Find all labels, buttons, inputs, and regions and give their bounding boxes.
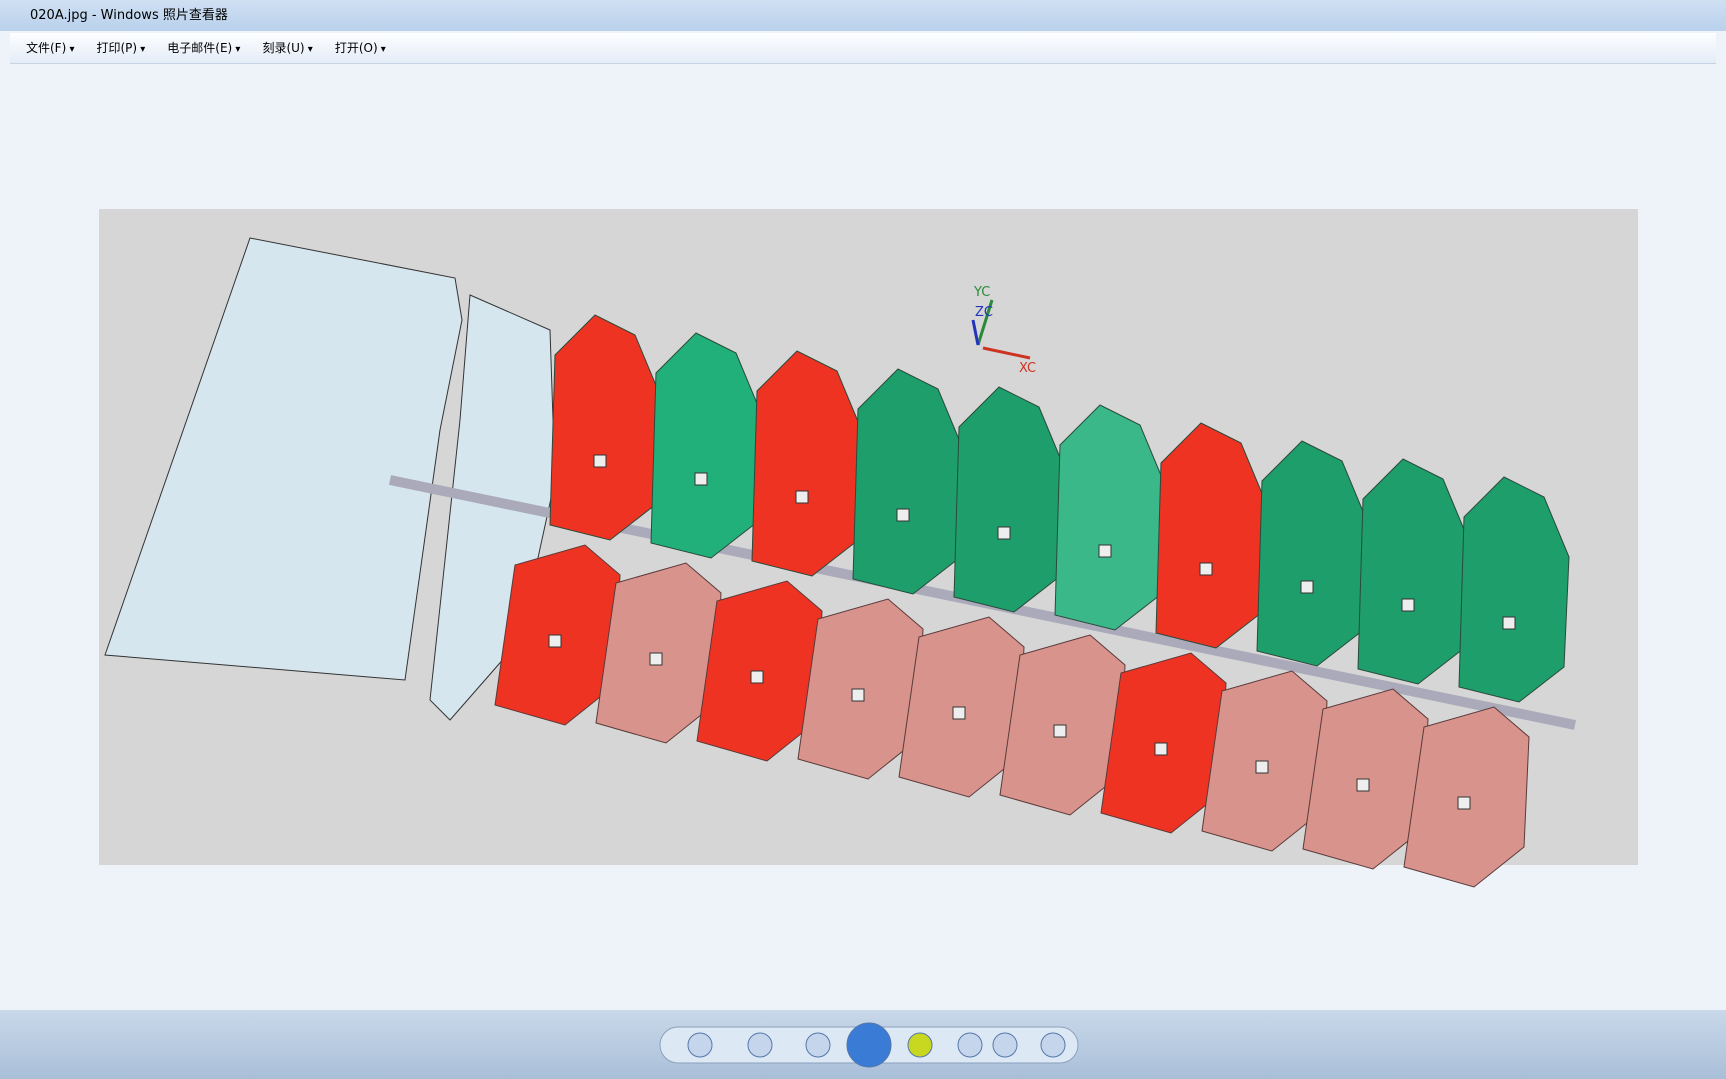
pilot-hole (1356, 778, 1370, 792)
pilot-hole (997, 526, 1011, 540)
menu-item[interactable]: 刻录(U) (256, 33, 318, 65)
axis-x (982, 346, 1031, 360)
pilot-hole (593, 454, 607, 468)
slideshow-button[interactable] (846, 1022, 892, 1068)
upper-part (1054, 404, 1166, 631)
previous-button[interactable] (805, 1032, 831, 1058)
pilot-hole (649, 652, 663, 666)
rotate-right-button[interactable] (992, 1032, 1018, 1058)
pilot-hole (694, 472, 708, 486)
menu-item[interactable]: 文件(F) (20, 33, 80, 65)
axis-label: XC (1019, 361, 1036, 376)
pilot-hole (1401, 598, 1415, 612)
pilot-hole (1255, 760, 1269, 774)
upper-part (650, 332, 762, 559)
menu-item[interactable]: 打印(P) (90, 33, 151, 65)
upper-part (1458, 476, 1570, 703)
upper-part (1357, 458, 1469, 685)
pilot-hole (1457, 796, 1471, 810)
next-button[interactable] (907, 1032, 933, 1058)
pilot-hole (851, 688, 865, 702)
title-bar: 020A.jpg - Windows 照片查看器 (0, 0, 1726, 31)
delete-button[interactable] (1040, 1032, 1066, 1058)
menu-item[interactable]: 电子邮件(E) (161, 33, 246, 65)
menu-bar: 文件(F) 打印(P) 电子邮件(E) 刻录(U) 打开(O) (10, 33, 1716, 64)
axis-z (971, 319, 980, 346)
axis-triad: YC ZC XC (971, 285, 1036, 376)
rotate-left-button[interactable] (957, 1032, 983, 1058)
axis-y (976, 299, 994, 346)
menu-item[interactable]: 打开(O) (329, 33, 392, 65)
window-title: 020A.jpg - Windows 照片查看器 (30, 8, 228, 23)
pilot-hole (548, 634, 562, 648)
axis-label: ZC (975, 305, 993, 320)
pilot-hole (1053, 724, 1067, 738)
upper-part (1256, 440, 1368, 667)
pilot-hole (750, 670, 764, 684)
pilot-hole (1300, 580, 1314, 594)
blank-sheet (104, 237, 463, 681)
upper-part (953, 386, 1065, 613)
pilot-hole (1098, 544, 1112, 558)
upper-part (1155, 422, 1267, 649)
zoom-button[interactable] (687, 1032, 713, 1058)
pilot-hole (952, 706, 966, 720)
upper-part (852, 368, 964, 595)
pilot-hole (1154, 742, 1168, 756)
upper-part (751, 350, 863, 577)
pilot-hole (1199, 562, 1213, 576)
pilot-hole (795, 490, 809, 504)
upper-part (549, 314, 661, 541)
pilot-hole (896, 508, 910, 522)
fit-button[interactable] (747, 1032, 773, 1058)
axis-label: YC (973, 285, 990, 300)
pilot-hole (1502, 616, 1516, 630)
